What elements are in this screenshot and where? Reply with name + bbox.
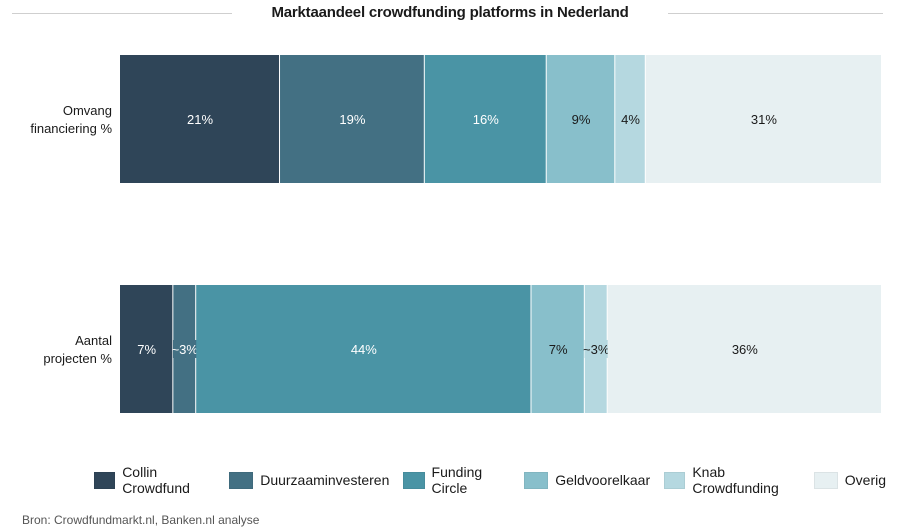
data-label: 44%: [351, 342, 377, 357]
bar-segment: [196, 285, 531, 413]
data-label: ~3%: [172, 342, 199, 357]
row-label-line: Aantal: [75, 333, 112, 348]
chart-title: Marktaandeel crowdfunding platforms in N…: [271, 4, 629, 21]
source-note: Bron: Crowdfundmarkt.nl, Banken.nl analy…: [22, 513, 260, 527]
data-label: 31%: [751, 112, 777, 127]
legend-swatch: [813, 471, 838, 489]
data-label-bg: [172, 340, 197, 358]
row-label-line: financiering %: [30, 121, 112, 136]
data-label: 7%: [137, 342, 156, 357]
legend-label: Geldvoorelkaar: [555, 472, 651, 488]
row-label-line: Omvang: [62, 103, 112, 118]
legend-swatch: [403, 471, 425, 489]
title-rule-left: [12, 13, 232, 14]
bar-segment: [531, 285, 584, 413]
bar-segment: [645, 55, 881, 183]
data-label: 4%: [621, 112, 640, 127]
data-label-bg: [584, 340, 609, 358]
bar-segment: [615, 55, 645, 183]
data-label: ~3%: [583, 342, 610, 357]
bar-segment: [546, 55, 615, 183]
legend-item: Collin Crowdfund: [94, 464, 215, 496]
bar-segment: [120, 55, 280, 183]
legend-label: Duurzaaminvesteren: [260, 472, 390, 488]
legend-item: Overig: [813, 471, 886, 489]
title-rule-right: [668, 13, 883, 14]
legend-swatch: [524, 471, 549, 489]
legend-item: Funding Circle: [403, 464, 510, 496]
data-label: 16%: [473, 112, 499, 127]
legend-label: Overig: [844, 472, 886, 488]
legend-swatch: [229, 471, 254, 489]
data-label: 7%: [549, 342, 568, 357]
row-label-line: projecten %: [43, 351, 112, 366]
data-label: 19%: [339, 112, 365, 127]
data-label: 21%: [187, 112, 213, 127]
bar-segment: [424, 55, 546, 183]
legend-item: Knab Crowdfunding: [664, 464, 800, 496]
legend-label: Knab Crowdfunding: [692, 464, 779, 496]
bar-segment: [280, 55, 424, 183]
legend: Collin Crowdfund Duurzaaminvesteren Fundin…: [94, 464, 900, 496]
legend-swatch: [94, 471, 116, 489]
legend-label: Collin Crowdfund: [122, 464, 190, 496]
legend-swatch: [664, 471, 686, 489]
data-label: 36%: [732, 342, 758, 357]
row-label-omvang: Omvang financiering %: [30, 102, 112, 138]
data-label: 9%: [572, 112, 591, 127]
bar-segment: [607, 285, 881, 413]
row-label-aantal: Aantal projecten %: [43, 332, 112, 368]
bar-segment: [120, 285, 173, 413]
legend-label: Funding Circle: [431, 464, 483, 496]
legend-item: Geldvoorelkaar: [524, 471, 651, 489]
legend-item: Duurzaaminvesteren: [229, 471, 390, 489]
